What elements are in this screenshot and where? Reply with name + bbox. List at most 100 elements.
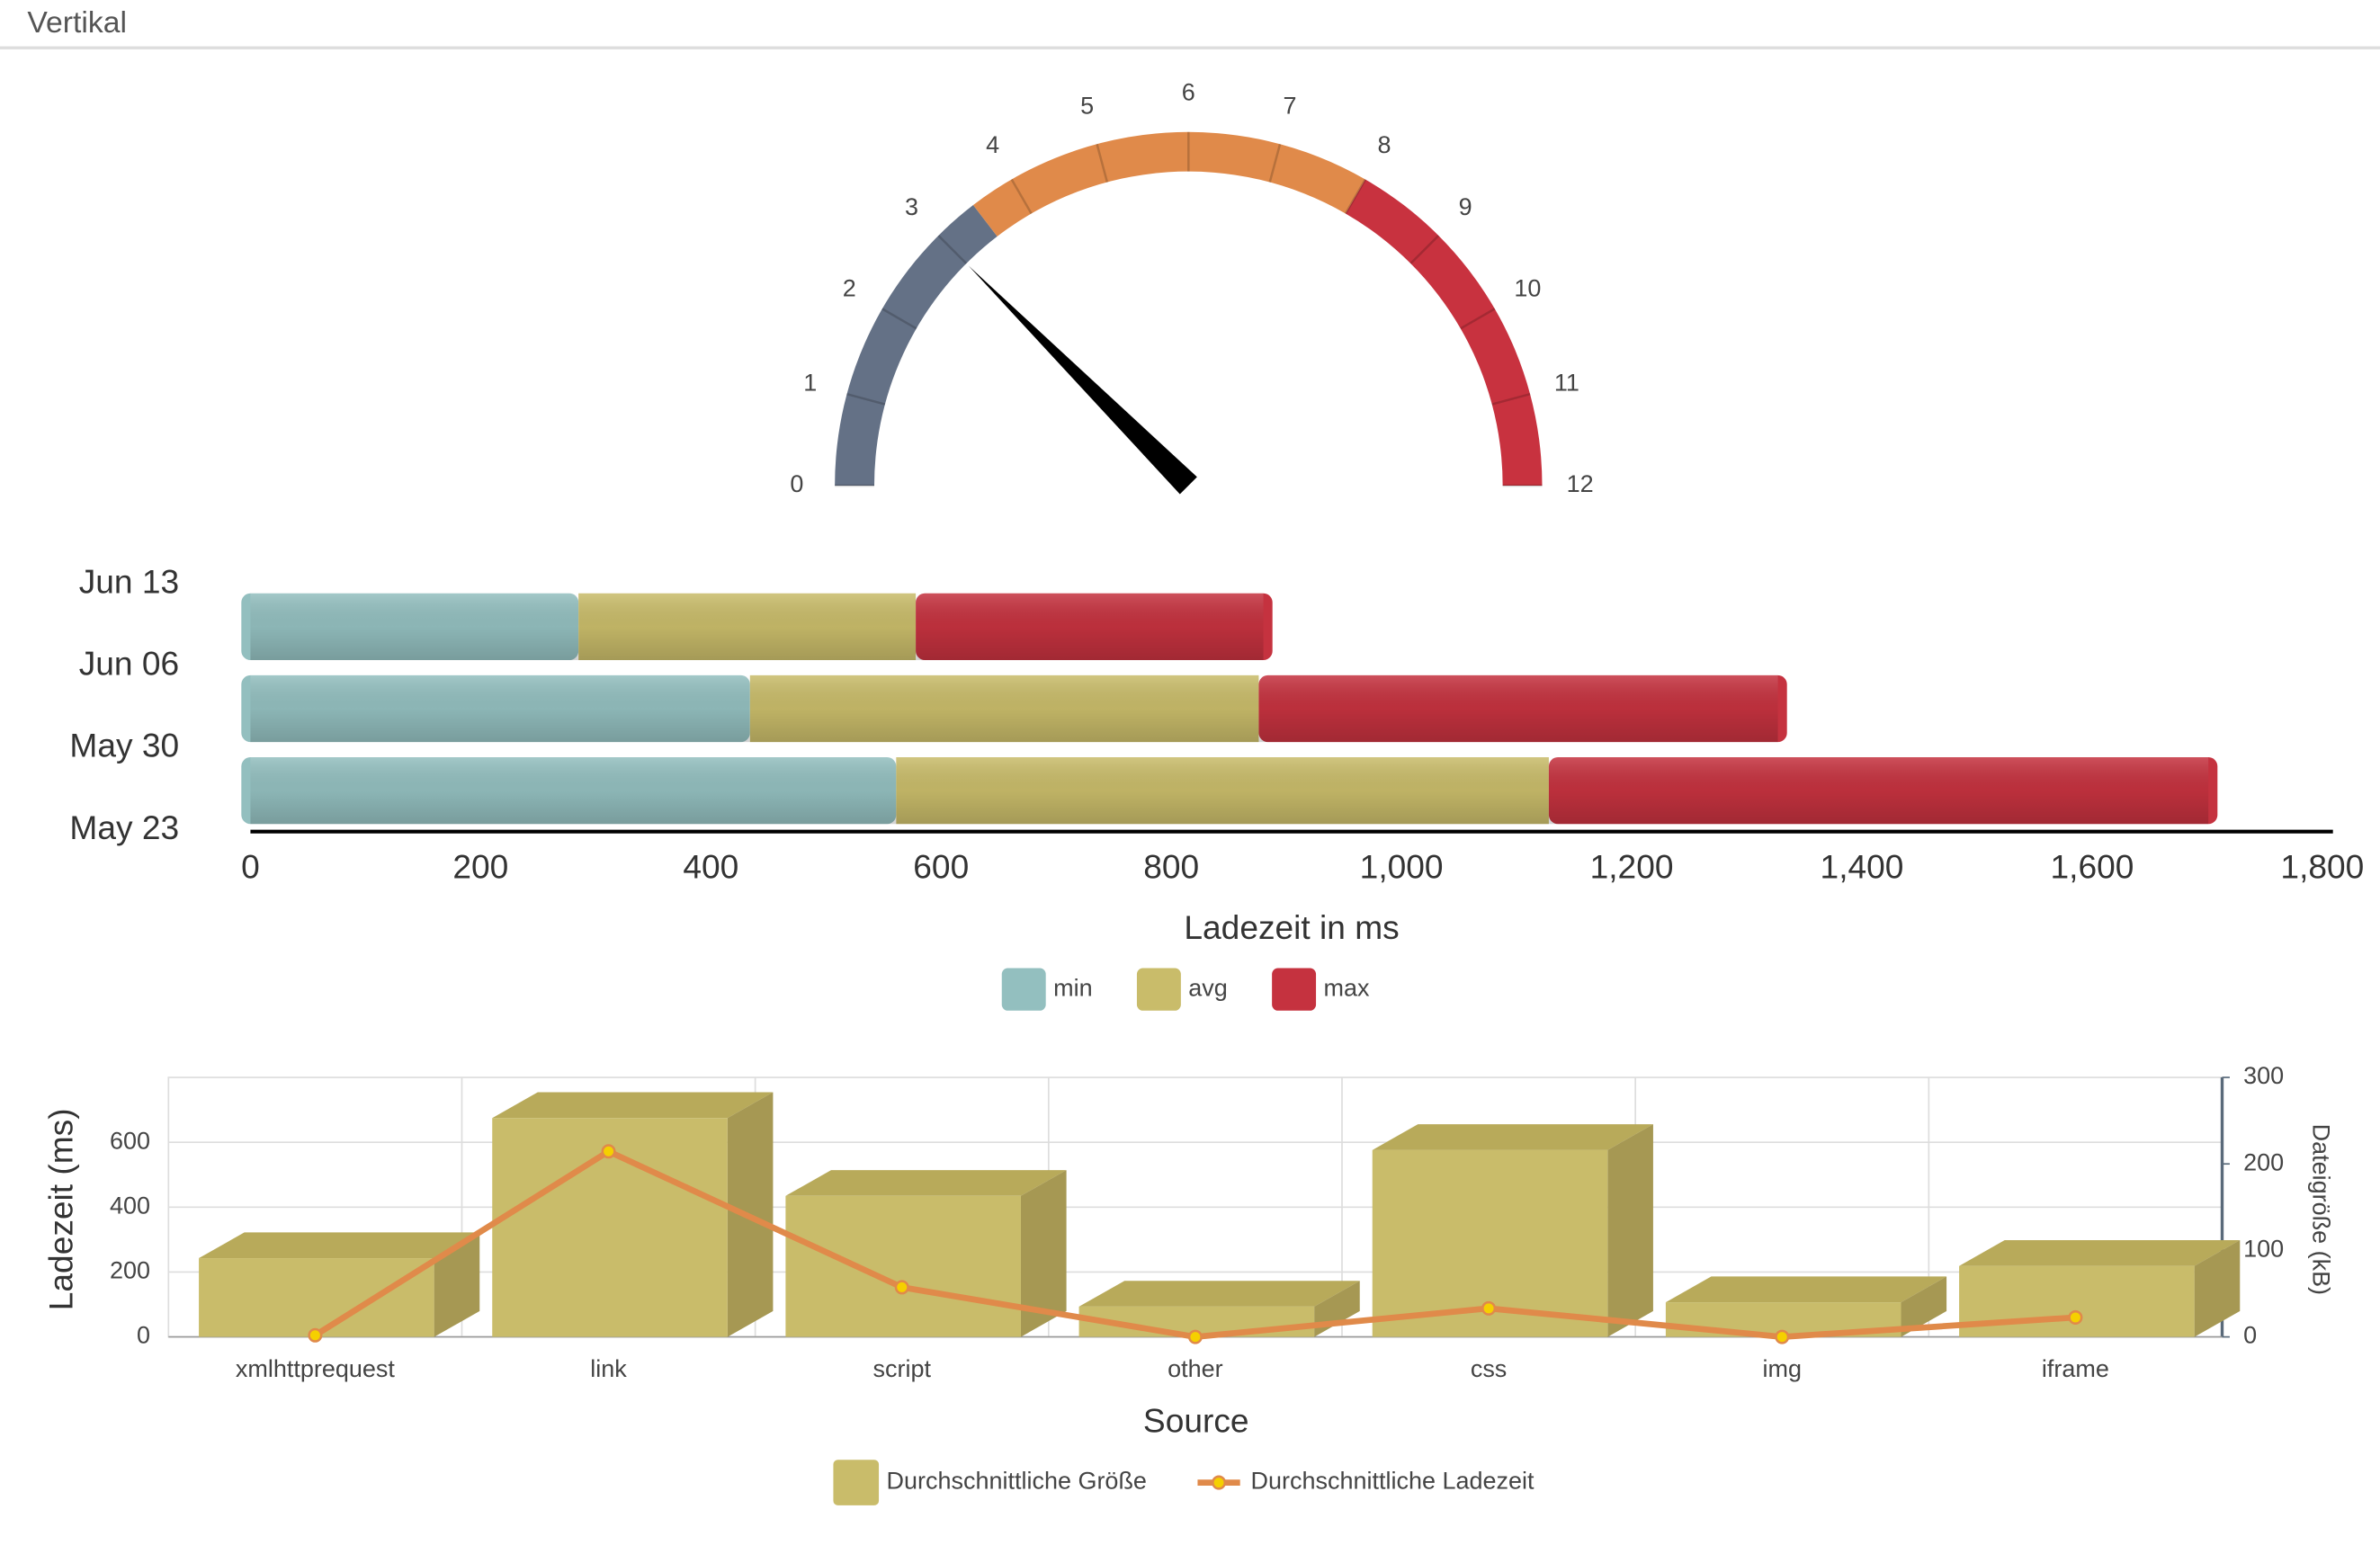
x-tick-label: img (1763, 1355, 1802, 1382)
gauge-tick-label: 7 (1283, 93, 1296, 120)
bar-top (1372, 1124, 1653, 1150)
x-tick-label: iframe (2042, 1355, 2109, 1382)
gauge-tick (1344, 178, 1367, 215)
bar-top (492, 1092, 774, 1119)
gauge-needle (968, 265, 1197, 495)
gauge-tick-label: 4 (986, 131, 999, 158)
header-title: Vertikal (27, 5, 127, 40)
bar-shade (916, 593, 1264, 661)
gauge-band (972, 131, 1365, 237)
gauge-tick (1268, 143, 1282, 183)
line-marker (1775, 1329, 1790, 1344)
x-tick-label: 1,200 (1590, 848, 1674, 886)
x-tick-label: css (1471, 1355, 1507, 1382)
y2-tick-label: 200 (2243, 1148, 2284, 1175)
gauge-tick-label: 11 (1554, 369, 1579, 396)
gauge-tick-label: 5 (1080, 93, 1094, 120)
bar-shade (1258, 674, 1778, 743)
y2-tick-label: 0 (2243, 1322, 2257, 1349)
gauge-tick (881, 308, 917, 330)
bar-shade (1548, 757, 2209, 825)
legend-label: avg (1188, 974, 1228, 1001)
legend-swatch (833, 1460, 880, 1505)
bar (1959, 1265, 2195, 1337)
x-tick-label: 800 (1143, 848, 1199, 886)
bar-side (2194, 1240, 2241, 1337)
x-tick-label: 200 (452, 848, 508, 886)
bar-shade (578, 593, 917, 661)
gauge-tick-label: 0 (790, 470, 803, 497)
bar-top (785, 1170, 1067, 1196)
x-axis-title: Source (1143, 1402, 1249, 1440)
bar-shade (749, 674, 1259, 743)
gauge-tick (1409, 235, 1440, 264)
x-tick-label: 400 (683, 848, 738, 886)
y-tick-label: May 23 (69, 808, 179, 846)
y-tick-label: Jun 13 (79, 562, 179, 600)
gauge-tick (1460, 308, 1496, 330)
y2-tick-label: 100 (2243, 1236, 2284, 1263)
gauge-tick-label: 9 (1459, 193, 1472, 220)
bar-side (1901, 1276, 1947, 1337)
y2-axis-title: Dateigröße (kB) (2307, 1124, 2334, 1295)
bar-top (1665, 1276, 1947, 1303)
x-tick-label: 0 (241, 848, 260, 886)
y-tick-label: 200 (110, 1257, 150, 1284)
x-axis-title: Ladezeit in ms (1184, 908, 1399, 946)
x-tick-label: other (1168, 1355, 1223, 1382)
x-tick-label: 1,400 (1821, 848, 1904, 886)
bar-side (1020, 1170, 1067, 1337)
bar-top (1078, 1281, 1360, 1307)
line-marker (2068, 1309, 2083, 1325)
bar-top (199, 1232, 480, 1259)
legend-marker (1212, 1475, 1227, 1490)
legend-swatch (1272, 968, 1317, 1011)
gauge-tick-label: 12 (1567, 470, 1594, 497)
bar-shade (250, 593, 579, 661)
y-tick-label: 400 (110, 1192, 150, 1219)
x-tick-label: 1,600 (2050, 848, 2134, 886)
y-tick-label: May 30 (69, 727, 179, 764)
gauge-tick-label: 8 (1377, 131, 1391, 158)
gauge-tick (1096, 143, 1109, 183)
bar (785, 1195, 1021, 1337)
x-tick-label: 600 (913, 848, 969, 886)
line-marker (601, 1144, 616, 1159)
x-tick-label: xmlhttprequest (236, 1355, 395, 1382)
y-tick-label: 600 (110, 1127, 150, 1154)
legend-swatch (1001, 968, 1046, 1011)
bar-side (1607, 1124, 1653, 1337)
x-tick-label: link (590, 1355, 627, 1382)
line-marker (1481, 1300, 1497, 1316)
bar (199, 1258, 434, 1337)
line-marker (308, 1327, 323, 1343)
y-axis-title: Ladezeit (ms) (42, 1108, 80, 1310)
gauge-tick (1491, 392, 1531, 406)
legend-label: Durchschnittliche Ladezeit (1250, 1468, 1534, 1495)
y-tick-label: Jun 06 (79, 645, 179, 683)
gauge-tick (937, 235, 968, 264)
line-marker (1187, 1329, 1203, 1344)
gauge-tick-label: 1 (803, 369, 817, 396)
gauge-tick-label: 10 (1514, 274, 1541, 301)
bar-shade (250, 674, 750, 743)
x-tick-label: script (872, 1355, 931, 1382)
legend-label: min (1053, 974, 1092, 1001)
y-tick-label: 0 (137, 1322, 150, 1349)
gauge-tick (1010, 178, 1033, 215)
legend-label: Durchschnittliche Größe (886, 1468, 1146, 1495)
gauge-tick-label: 3 (905, 193, 918, 220)
gauge-tick (846, 392, 886, 406)
gauge-band (835, 205, 998, 486)
bar-shade (896, 757, 1549, 825)
bar-top (1959, 1240, 2241, 1266)
bar-side (434, 1232, 480, 1337)
x-tick-label: 1,000 (1360, 848, 1444, 886)
gauge-tick-label: 2 (843, 274, 856, 301)
x-tick-label: 1,800 (2280, 848, 2364, 886)
bar-shade (250, 757, 897, 825)
y2-tick-label: 300 (2243, 1062, 2284, 1089)
line-marker (894, 1280, 909, 1295)
